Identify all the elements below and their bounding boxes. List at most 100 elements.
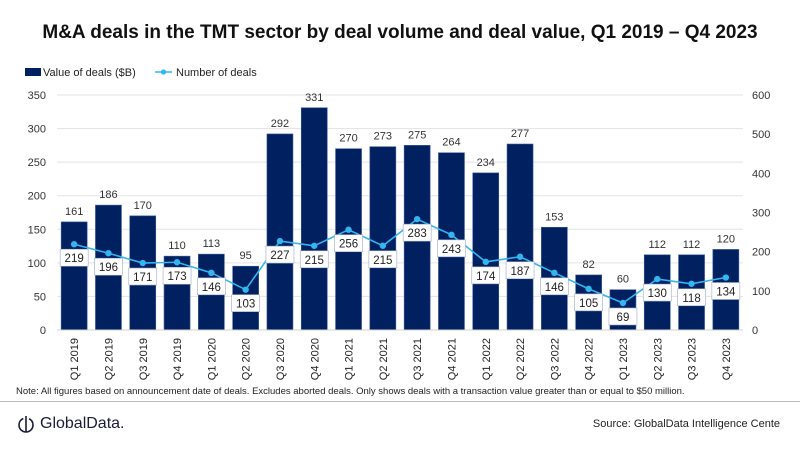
line-label-box [540,277,569,296]
bar-data-label: 112 [683,239,701,251]
bar-data-label: 273 [374,131,392,143]
bar-data-label: 277 [511,128,529,140]
line-point [722,274,730,281]
line-label-box [59,248,89,267]
line-point [105,250,112,257]
line-point [139,259,146,267]
globaldata-logo-icon [18,416,34,433]
line-point [448,231,455,239]
right-axis-tick: 0 [752,325,758,337]
line-label-box [197,277,226,296]
legend-label-count: Number of deals [176,67,257,79]
line-label-box [711,282,741,300]
legend-label-value: Value of deals ($B) [43,67,136,79]
x-axis-tick: Q2 2021 [378,338,390,380]
right-axis-tick: 500 [752,129,770,141]
legend-line-marker [160,69,167,75]
left-axis-tick: 200 [28,191,46,203]
bar-data-label: 270 [339,133,357,145]
bar [472,172,500,331]
line-point [619,299,627,307]
bar-data-label: 95 [240,250,252,262]
left-axis-tick: 0 [40,325,46,337]
x-axis-tick: Q2 2022 [515,338,527,380]
line-label-box [265,245,295,264]
line-label-box [231,294,260,312]
chart-title: M&A deals in the TMT sector by deal volu… [42,22,758,43]
line-data-label: 134 [716,287,736,299]
line-data-label: 130 [648,288,667,300]
divider [0,401,800,402]
legend-bar-swatch [25,68,41,76]
line-data-label: 174 [476,271,496,283]
source-text: Source: GlobalData Intelligence Cente [592,418,780,430]
right-axis-tick: 200 [752,247,770,259]
line-label-box [162,266,192,285]
left-axis-tick: 50 [34,291,46,303]
line-point [516,253,524,260]
x-axis-tick: Q1 2021 [344,338,356,380]
left-axis-tick: 300 [28,124,46,136]
line-point [70,241,78,248]
bar-data-label: 161 [65,206,83,218]
line-point [654,275,661,283]
left-axis-tick: 250 [28,157,46,169]
line-point [276,237,284,245]
line-data-label: 215 [305,255,324,267]
bar-data-label: 186 [99,189,117,201]
bar-data-label: 60 [617,274,629,286]
line-label-box [299,250,329,269]
line-point [551,269,558,277]
line-label-box [505,261,535,280]
x-axis-tick: Q3 2020 [275,338,287,380]
line-point [173,259,181,266]
line-point [688,280,695,287]
line-data-label: 196 [99,262,118,274]
line-label-box [128,267,158,286]
bar-data-label: 112 [648,239,666,251]
left-axis-tick: 100 [28,258,46,270]
line-label-box [94,257,123,276]
line-point [413,215,421,223]
logo-text: GlobalData. [40,415,125,432]
line-series [73,218,726,304]
line-label-box [677,288,706,307]
line-label-box [402,223,432,242]
bar-data-label: 110 [168,240,186,252]
line-point [208,269,215,277]
line-data-label: 219 [65,253,84,265]
line-label-box [608,307,638,326]
x-axis-tick: Q2 2020 [241,338,253,380]
line-point [482,258,489,266]
line-data-label: 243 [442,244,461,256]
line-data-label: 171 [133,272,152,284]
bar-data-label: 264 [442,137,460,149]
x-axis-tick: Q4 2022 [584,338,596,380]
line-data-label: 256 [339,239,358,251]
bar-data-label: 120 [717,233,735,245]
right-axis-tick: 100 [752,286,770,298]
x-axis-tick: Q4 2023 [721,338,733,380]
x-axis-tick: Q3 2021 [412,338,424,380]
bar-data-label: 153 [545,211,563,223]
line-data-label: 215 [373,255,392,267]
line-label-box [574,293,603,312]
line-data-label: 105 [579,298,598,310]
bar-data-label: 331 [305,92,323,104]
line-point [379,242,387,249]
right-axis-tick: 300 [752,208,770,220]
line-label-box [471,266,501,285]
x-axis-tick: Q4 2019 [172,338,184,380]
bar [506,143,534,331]
left-axis-tick: 150 [28,224,46,236]
line-data-label: 69 [617,312,630,324]
line-data-label: 187 [510,266,529,278]
line-point [311,242,318,249]
line-label-box [334,234,363,253]
bar-data-label: 234 [477,157,495,169]
bar-data-label: 82 [583,259,595,271]
x-axis-tick: Q4 2021 [446,338,458,380]
line-point [585,285,592,293]
line-label-box [437,239,466,258]
x-axis-tick: Q3 2019 [138,338,150,380]
